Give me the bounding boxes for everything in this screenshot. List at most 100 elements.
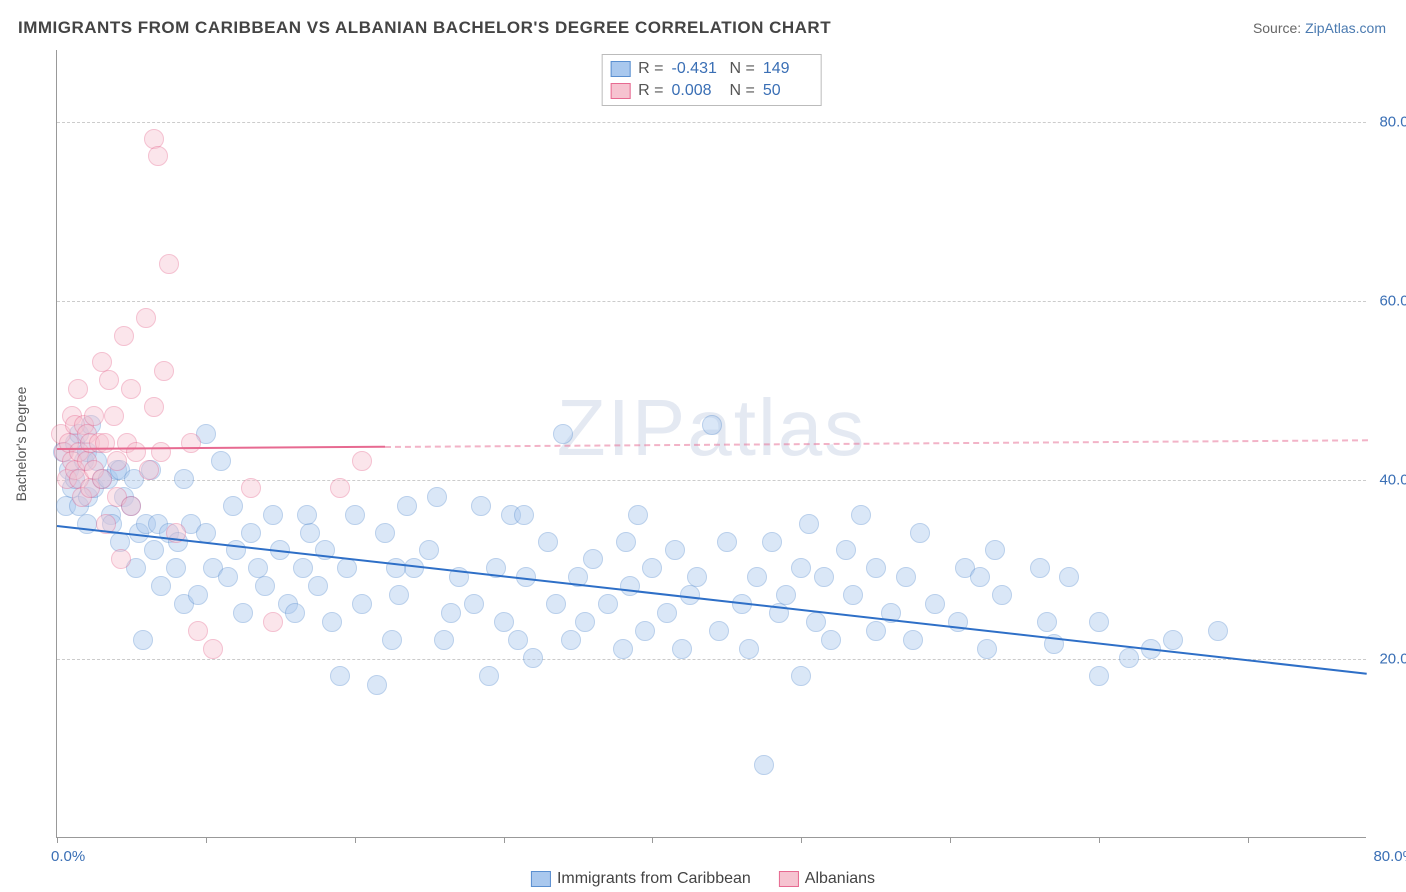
scatter-point <box>148 146 168 166</box>
y-tick-label: 20.0% <box>1372 650 1406 667</box>
chart-title: IMMIGRANTS FROM CARIBBEAN VS ALBANIAN BA… <box>18 18 831 38</box>
scatter-point <box>553 424 573 444</box>
scatter-point <box>330 666 350 686</box>
scatter-point <box>464 594 484 614</box>
scatter-point <box>754 755 774 775</box>
scatter-point <box>635 621 655 641</box>
scatter-point <box>1163 630 1183 650</box>
scatter-point <box>628 505 648 525</box>
scatter-point <box>337 558 357 578</box>
scatter-point <box>702 415 722 435</box>
scatter-point <box>181 433 201 453</box>
scatter-point <box>514 505 534 525</box>
x-tick <box>801 837 802 843</box>
scatter-point <box>866 558 886 578</box>
scatter-point <box>241 523 261 543</box>
scatter-point <box>985 540 1005 560</box>
scatter-point <box>382 630 402 650</box>
scatter-point <box>583 549 603 569</box>
x-tick <box>1099 837 1100 843</box>
scatter-point <box>136 308 156 328</box>
scatter-point <box>1089 612 1109 632</box>
legend-item: Immigrants from Caribbean <box>531 870 751 888</box>
stats-row: R =-0.431N =149 <box>610 58 813 80</box>
scatter-point <box>345 505 365 525</box>
y-tick-label: 40.0% <box>1372 471 1406 488</box>
n-label: N = <box>730 80 755 102</box>
y-tick-label: 80.0% <box>1372 113 1406 130</box>
scatter-point <box>1037 612 1057 632</box>
scatter-point <box>427 487 447 507</box>
scatter-point <box>896 567 916 587</box>
legend-swatch <box>610 83 630 99</box>
scatter-point <box>709 621 729 641</box>
scatter-point <box>687 567 707 587</box>
scatter-point <box>107 451 127 471</box>
scatter-point <box>836 540 856 560</box>
scatter-point <box>903 630 923 650</box>
y-axis-label: Bachelor's Degree <box>13 386 29 501</box>
scatter-point <box>285 603 305 623</box>
chart-area: ZIPatlas Bachelor's Degree R =-0.431N =1… <box>56 50 1366 838</box>
legend-item: Albanians <box>779 870 875 888</box>
scatter-point <box>791 666 811 686</box>
scatter-point <box>1119 648 1139 668</box>
x-min-label: 0.0% <box>51 848 85 865</box>
legend-swatch <box>779 871 799 887</box>
scatter-point <box>263 612 283 632</box>
gridline-y <box>57 659 1366 660</box>
x-tick <box>57 837 58 843</box>
scatter-point <box>188 621 208 641</box>
scatter-point <box>196 523 216 543</box>
source-link[interactable]: ZipAtlas.com <box>1305 20 1386 36</box>
stats-row: R =0.008N =50 <box>610 80 813 102</box>
scatter-point <box>776 585 796 605</box>
n-value: 50 <box>763 80 813 102</box>
scatter-point <box>598 594 618 614</box>
n-value: 149 <box>763 58 813 80</box>
scatter-point <box>546 594 566 614</box>
scatter-point <box>375 523 395 543</box>
scatter-point <box>747 567 767 587</box>
scatter-point <box>799 514 819 534</box>
scatter-point <box>386 558 406 578</box>
scatter-point <box>806 612 826 632</box>
scatter-point <box>970 567 990 587</box>
scatter-point <box>223 496 243 516</box>
scatter-point <box>218 567 238 587</box>
legend-label: Albanians <box>805 870 875 887</box>
x-tick <box>504 837 505 843</box>
scatter-point <box>203 639 223 659</box>
scatter-point <box>419 540 439 560</box>
scatter-point <box>851 505 871 525</box>
scatter-point <box>263 505 283 525</box>
scatter-point <box>434 630 454 650</box>
scatter-point <box>297 505 317 525</box>
scatter-point <box>508 630 528 650</box>
scatter-point <box>352 594 372 614</box>
scatter-point <box>174 469 194 489</box>
scatter-point <box>1059 567 1079 587</box>
scatter-point <box>992 585 1012 605</box>
scatter-point <box>159 254 179 274</box>
stats-legend-box: R =-0.431N =149R =0.008N =50 <box>601 54 822 106</box>
gridline-y <box>57 122 1366 123</box>
scatter-point <box>84 406 104 426</box>
scatter-point <box>211 451 231 471</box>
scatter-point <box>154 361 174 381</box>
scatter-point <box>616 532 636 552</box>
scatter-point <box>151 576 171 596</box>
trend-line <box>384 440 1367 449</box>
scatter-point <box>322 612 342 632</box>
legend-swatch <box>531 871 551 887</box>
n-label: N = <box>730 58 755 80</box>
scatter-point <box>739 639 759 659</box>
x-tick <box>206 837 207 843</box>
scatter-point <box>657 603 677 623</box>
r-value: -0.431 <box>672 58 722 80</box>
x-tick <box>355 837 356 843</box>
scatter-point <box>367 675 387 695</box>
scatter-point <box>300 523 320 543</box>
source-label: Source: <box>1253 20 1301 36</box>
scatter-point <box>762 532 782 552</box>
